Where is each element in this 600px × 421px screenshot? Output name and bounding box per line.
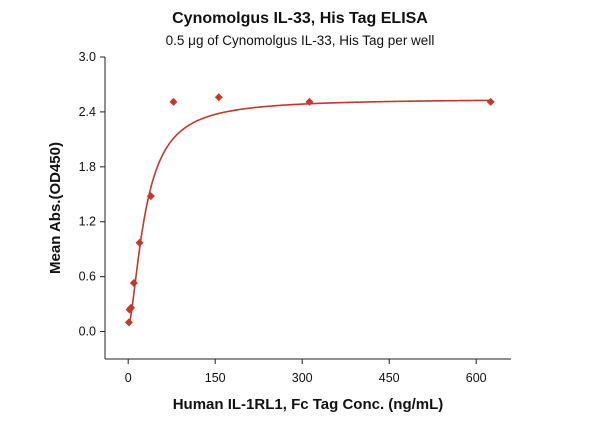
fit-curve-layer: [128, 99, 491, 326]
y-axis-title: Mean Abs.(OD450): [47, 142, 64, 274]
plot-area: 0.0 0.6 1.2 1.8 2.4 3.0 0 150 300 450 600: [79, 50, 511, 385]
data-point: [146, 192, 155, 201]
x-tick-label: 300: [292, 371, 313, 385]
data-point: [135, 238, 144, 247]
chart-subtitle: 0.5 μg of Cynomolgus IL-33, His Tag per …: [166, 33, 435, 48]
y-tick-label: 0.6: [79, 270, 96, 284]
y-tick-label: 0.0: [79, 325, 96, 339]
x-tick-label: 600: [466, 371, 487, 385]
data-point: [127, 303, 136, 312]
x-axis-ticks: 0 150 300 450 600: [125, 359, 487, 385]
fit-curve: [128, 99, 491, 326]
y-tick-label: 1.8: [79, 160, 96, 174]
data-point: [124, 318, 133, 327]
data-points-layer: [124, 93, 495, 327]
data-point: [486, 97, 495, 106]
x-tick-label: 150: [205, 371, 226, 385]
y-tick-label: 3.0: [79, 50, 96, 64]
y-axis-ticks: 0.0 0.6 1.2 1.8 2.4 3.0: [79, 50, 105, 339]
y-tick-label: 1.2: [79, 215, 96, 229]
x-tick-label: 450: [379, 371, 400, 385]
x-axis-title: Human IL-1RL1, Fc Tag Conc. (ng/mL): [173, 396, 444, 413]
y-tick-label: 2.4: [79, 105, 96, 119]
chart-title: Cynomolgus IL-33, His Tag ELISA: [172, 10, 428, 27]
data-point: [214, 93, 223, 102]
x-tick-label: 0: [125, 371, 132, 385]
data-point: [305, 97, 314, 106]
data-point: [169, 97, 178, 106]
data-point: [129, 279, 138, 288]
